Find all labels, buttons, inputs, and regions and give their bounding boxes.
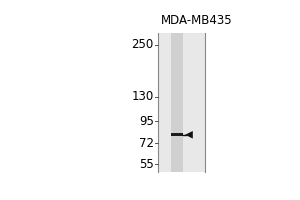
Bar	[171, 33, 183, 172]
Text: 250: 250	[131, 38, 154, 51]
Bar	[171, 133, 183, 136]
Text: 55: 55	[139, 158, 154, 171]
Bar	[158, 33, 205, 172]
Polygon shape	[185, 131, 193, 139]
Text: 130: 130	[131, 90, 154, 103]
Text: MDA-MB435: MDA-MB435	[161, 14, 232, 27]
Text: 72: 72	[139, 137, 154, 150]
Text: 95: 95	[139, 115, 154, 128]
